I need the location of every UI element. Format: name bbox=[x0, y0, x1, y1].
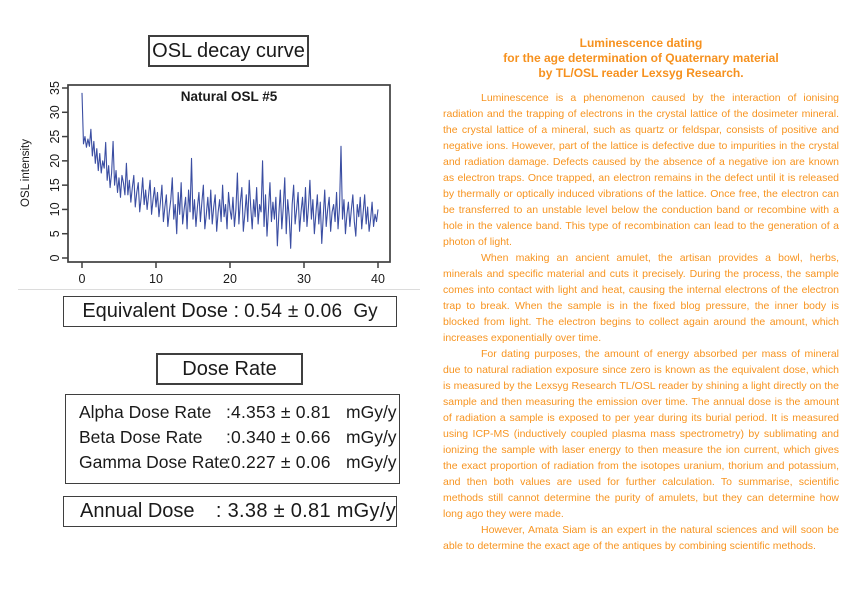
svg-text:Natural OSL #5: Natural OSL #5 bbox=[181, 89, 278, 104]
luminescence-heading: Luminescence dating for the age determin… bbox=[443, 36, 839, 81]
equivalent-dose-box: Equivalent Dose : 0.54 ± 0.06 Gy bbox=[63, 296, 397, 327]
annual-dose-value: : 3.38 ± 0.81 mGy/y bbox=[215, 500, 396, 522]
heading-line: for the age determination of Quaternary … bbox=[503, 51, 779, 65]
svg-text:25: 25 bbox=[48, 130, 62, 144]
table-row: Alpha Dose Rate :4.353 ± 0.81 mGy/y bbox=[79, 402, 399, 427]
table-row: Gamma Dose Rate :0.227 ± 0.06 mGy/y bbox=[79, 452, 399, 477]
svg-text:20: 20 bbox=[223, 272, 237, 286]
beta-dose-rate-value: :0.340 ± 0.66 bbox=[226, 427, 331, 447]
gamma-dose-rate-value: :0.227 ± 0.06 bbox=[226, 452, 331, 472]
equivalent-dose-unit: Gy bbox=[353, 300, 378, 322]
annual-dose-label: Annual Dose bbox=[80, 500, 195, 522]
svg-text:20: 20 bbox=[48, 154, 62, 168]
svg-text:30: 30 bbox=[297, 272, 311, 286]
heading-line: by TL/OSL reader Lexsyg Research. bbox=[538, 66, 744, 80]
equivalent-dose-label: Equivalent Dose : bbox=[82, 300, 240, 322]
svg-text:15: 15 bbox=[48, 178, 62, 192]
equivalent-dose-value: 0.54 ± 0.06 bbox=[244, 300, 343, 322]
horizontal-divider bbox=[18, 289, 420, 290]
gamma-dose-rate-label: Gamma Dose Rate bbox=[79, 452, 229, 472]
osl-decay-curve-title: OSL decay curve bbox=[152, 39, 305, 62]
svg-text:OSL intensity: OSL intensity bbox=[20, 139, 32, 207]
heading-line: Luminescence dating bbox=[579, 36, 703, 50]
svg-text:5: 5 bbox=[48, 230, 62, 237]
svg-text:10: 10 bbox=[48, 202, 62, 216]
body-paragraph: However, Amata Siam is an expert in the … bbox=[443, 524, 839, 552]
osl-decay-chart: 0 10 20 30 40 0 5 10 15 20 25 30 35 OSL intensity Natu… bbox=[20, 81, 391, 286]
body-paragraph: When making an ancient amulet, the artis… bbox=[443, 252, 839, 344]
body-paragraph: For dating purposes, the amount of energ… bbox=[443, 348, 839, 520]
svg-text:40: 40 bbox=[371, 272, 385, 286]
svg-text:10: 10 bbox=[149, 272, 163, 286]
alpha-dose-rate-label: Alpha Dose Rate bbox=[79, 402, 212, 422]
svg-text:35: 35 bbox=[48, 81, 62, 95]
dose-rate-title: Dose Rate bbox=[182, 357, 277, 380]
dose-rate-table: Alpha Dose Rate :4.353 ± 0.81 mGy/y Beta… bbox=[65, 394, 400, 484]
alpha-dose-rate-unit: mGy/y bbox=[346, 402, 397, 422]
right-column: Luminescence dating for the age determin… bbox=[443, 36, 839, 554]
body-paragraph: Luminescence is a phenomenon caused by t… bbox=[443, 92, 839, 248]
beta-dose-rate-label: Beta Dose Rate bbox=[79, 427, 203, 447]
beta-dose-rate-unit: mGy/y bbox=[346, 427, 397, 447]
svg-text:0: 0 bbox=[48, 254, 62, 261]
dose-rate-title-box: Dose Rate bbox=[156, 353, 303, 385]
luminescence-body: Luminescence is a phenomenon caused by t… bbox=[443, 90, 839, 554]
svg-text:30: 30 bbox=[48, 105, 62, 119]
svg-text:0: 0 bbox=[79, 272, 86, 286]
alpha-dose-rate-value: :4.353 ± 0.81 bbox=[226, 402, 331, 422]
osl-decay-curve-title-box: OSL decay curve bbox=[148, 35, 309, 67]
gamma-dose-rate-unit: mGy/y bbox=[346, 452, 397, 472]
table-row: Beta Dose Rate :0.340 ± 0.66 mGy/y bbox=[79, 427, 399, 452]
annual-dose-box: Annual Dose : 3.38 ± 0.81 mGy/y bbox=[63, 496, 397, 527]
